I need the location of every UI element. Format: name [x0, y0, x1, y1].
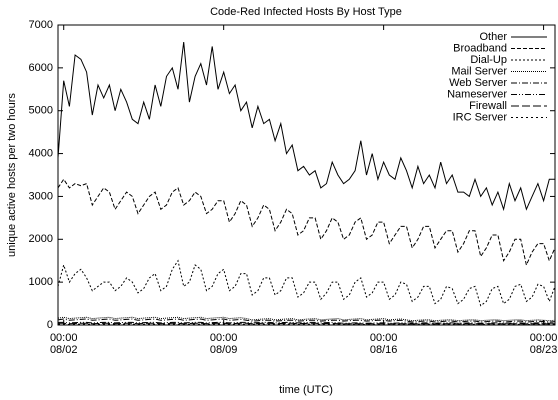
- plot-frame: [57, 24, 556, 326]
- y-tick-label: 3000: [29, 190, 53, 202]
- y-tick-label: 0: [47, 319, 53, 331]
- x-axis-label: time (UTC): [279, 384, 333, 396]
- y-tick-label: 2000: [29, 233, 53, 245]
- series-line: [57, 178, 556, 267]
- legend-label: Firewall: [469, 100, 507, 112]
- legend-label: Nameserver: [447, 88, 507, 100]
- x-tick-label: 08/16: [370, 344, 398, 356]
- y-tick-label: 5000: [29, 105, 53, 117]
- x-tick-label: 00:00: [50, 332, 78, 344]
- legend-label: Mail Server: [451, 65, 507, 77]
- x-tick-label: 00:00: [210, 332, 238, 344]
- legend-label: Broadband: [453, 42, 507, 54]
- x-tick-label: 08/02: [50, 344, 78, 356]
- x-tick-label: 08/23: [530, 344, 558, 356]
- y-axis-label: unique active hosts per two hours: [6, 93, 18, 257]
- series-line: [57, 318, 556, 323]
- legend-label: Other: [479, 31, 507, 43]
- series-line: [57, 316, 556, 322]
- series-line: [57, 42, 555, 212]
- x-tick-label: 08/09: [210, 344, 238, 356]
- series-line: [58, 321, 556, 324]
- x-tick-label: 00:00: [370, 332, 398, 344]
- y-tick-label: 7000: [29, 19, 53, 31]
- y-tick-label: 4000: [29, 147, 53, 159]
- legend-label: Web Server: [449, 77, 507, 89]
- chart-title: Code-Red Infected Hosts By Host Type: [210, 6, 402, 18]
- x-tick-label: 00:00: [530, 332, 558, 344]
- legend-label: IRC Server: [453, 111, 508, 123]
- series-line: [58, 322, 556, 325]
- y-tick-label: 1000: [29, 276, 53, 288]
- series-line: [57, 259, 556, 307]
- y-tick-label: 6000: [29, 62, 53, 74]
- legend-label: Dial-Up: [470, 54, 507, 66]
